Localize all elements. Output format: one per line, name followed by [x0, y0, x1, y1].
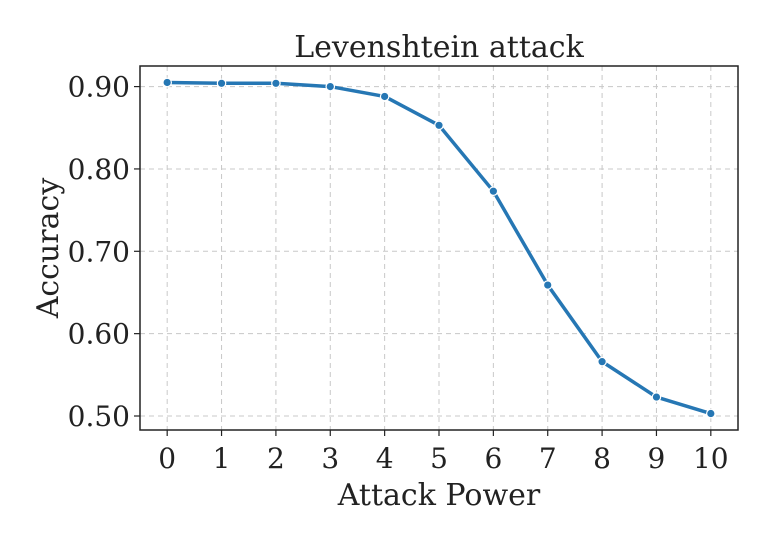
data-series [162, 77, 716, 419]
x-tick-label: 8 [593, 442, 611, 475]
x-tick-label: 4 [376, 442, 394, 475]
plot-frame [139, 65, 739, 431]
y-tick-label: 0.70 [68, 235, 130, 268]
data-point [488, 186, 499, 196]
x-tick-label: 1 [213, 442, 231, 475]
data-point [434, 120, 444, 131]
data-point [216, 78, 227, 89]
x-tick-label: 10 [693, 442, 729, 475]
y-tick-label: 0.50 [68, 400, 130, 433]
data-point [325, 81, 336, 92]
chart-title: Levenshtein attack [294, 30, 584, 65]
data-point [651, 392, 662, 402]
data-point [271, 78, 281, 89]
data-point [706, 408, 716, 419]
x-tick-label: 7 [539, 442, 557, 475]
data-point [542, 280, 553, 290]
x-tick-label: 0 [158, 442, 176, 475]
x-tick-label: 3 [321, 442, 339, 475]
data-point [379, 91, 390, 102]
x-tick-label: 5 [430, 442, 448, 475]
y-axis-label: Accuracy [31, 178, 66, 320]
y-tick-label: 0.90 [68, 71, 130, 104]
data-point [162, 77, 172, 88]
x-tick-label: 9 [648, 442, 666, 475]
axis-ticks: 0 1 2 3 4 5 6 7 8 9 10 0.50 0.60 0.70 0.80 0.90 [68, 71, 729, 475]
x-tick-label: 6 [484, 442, 502, 475]
grid-lines [140, 66, 738, 430]
x-tick-label: 2 [267, 442, 285, 475]
y-tick-label: 0.80 [68, 153, 130, 186]
y-tick-label: 0.60 [68, 318, 130, 351]
data-point [597, 356, 607, 367]
x-axis-label: Attack Power [337, 478, 541, 513]
